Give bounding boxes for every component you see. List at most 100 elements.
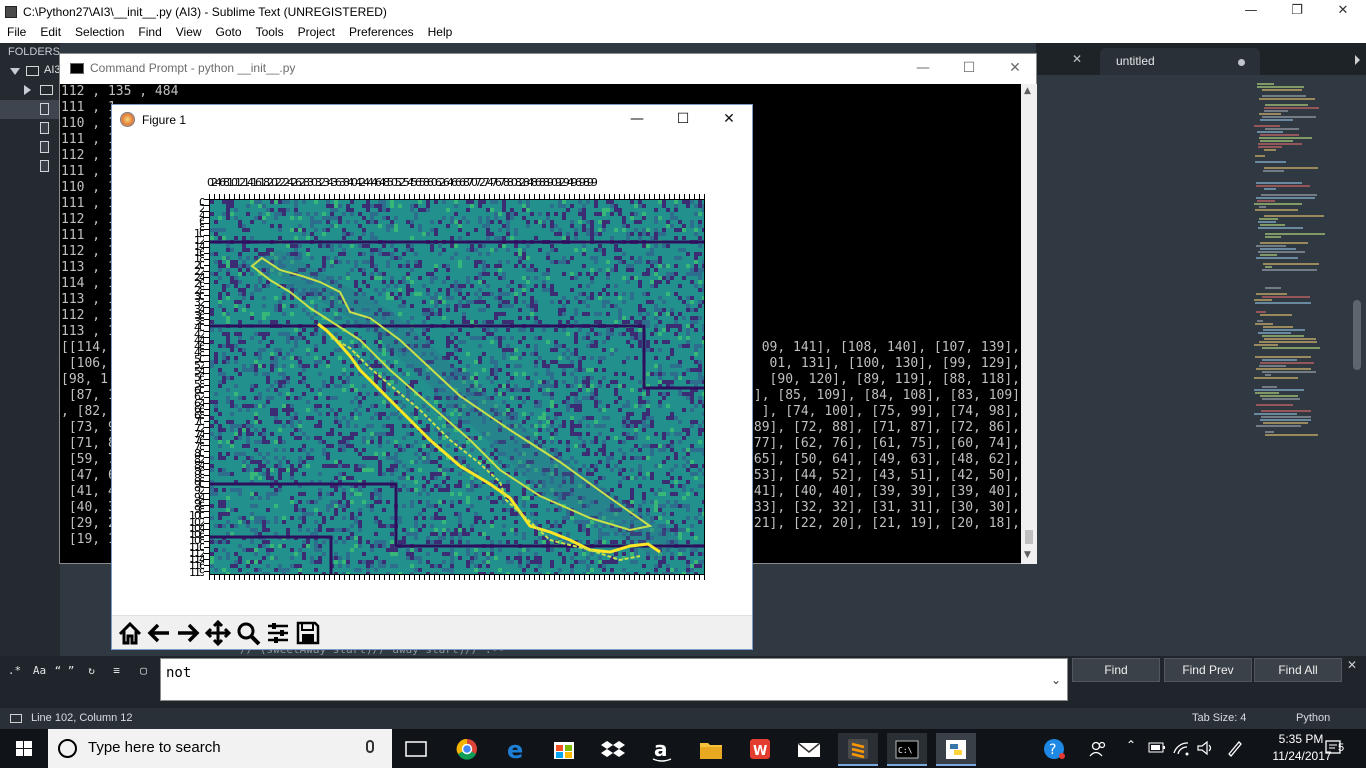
mail-icon[interactable] <box>789 733 829 766</box>
notifications-icon[interactable] <box>1324 739 1344 757</box>
heatmap-cell <box>574 408 578 412</box>
scroll-down-icon[interactable]: ▼ <box>1024 550 1031 560</box>
back-button[interactable] <box>145 619 173 647</box>
unsaved-dot-icon[interactable] <box>1238 59 1245 66</box>
tab-untitled[interactable]: untitled <box>1100 48 1260 75</box>
sidebar-file[interactable] <box>0 138 60 157</box>
editor-area[interactable] <box>1036 75 1366 648</box>
pen-icon[interactable] <box>1226 739 1244 757</box>
wrap-toggle-icon[interactable]: ↻ <box>88 664 95 677</box>
heatmap-cell <box>434 268 438 272</box>
menu-help[interactable]: Help <box>427 25 453 39</box>
taskbar-search[interactable]: Type here to search <box>48 729 392 768</box>
dropbox-icon[interactable] <box>593 733 633 766</box>
figure-canvas[interactable]: 0246810121416182022242628303234363840424… <box>112 135 752 615</box>
clock-time[interactable]: 5:35 PM <box>1278 732 1324 746</box>
heatmap-cell <box>666 568 670 572</box>
task-view-icon[interactable] <box>396 733 436 766</box>
minimize-button[interactable]: — <box>630 111 644 127</box>
panel-toggle-icon[interactable] <box>10 714 22 723</box>
clock-date[interactable]: 11/24/2017 <box>1272 749 1332 763</box>
heatmap-cell <box>398 520 402 524</box>
highlight-matches-icon[interactable]: ▢ <box>140 664 147 677</box>
store-icon[interactable] <box>544 733 584 766</box>
wps-icon[interactable]: W <box>740 733 780 766</box>
minimize-button[interactable]: — <box>916 60 930 76</box>
minimap[interactable] <box>1250 75 1350 455</box>
menu-tools[interactable]: Tools <box>255 25 284 39</box>
heatmap[interactable] <box>209 199 705 575</box>
close-icon[interactable]: ✕ <box>1072 52 1083 66</box>
regex-toggle[interactable]: .* <box>7 664 22 677</box>
find-button[interactable]: Find <box>1072 658 1160 682</box>
menu-edit[interactable]: Edit <box>40 25 62 39</box>
chevron-down-icon[interactable]: ⌄ <box>1050 673 1061 687</box>
configure-subplots-button[interactable] <box>264 619 292 647</box>
volume-icon[interactable] <box>1196 740 1214 756</box>
editor-area-lower[interactable] <box>752 563 1036 648</box>
heatmap-cell <box>410 500 414 504</box>
scrollbar-thumb[interactable] <box>1025 530 1033 544</box>
sidebar-root-folder[interactable]: AI3 <box>0 62 61 81</box>
heatmap-cell <box>398 392 402 396</box>
menu-goto[interactable]: Goto <box>215 25 242 39</box>
microphone-icon[interactable] <box>366 740 374 753</box>
whole-word-toggle[interactable]: “ ” <box>54 664 75 677</box>
chevron-up-icon[interactable]: ⌃ <box>1126 738 1137 752</box>
restore-button[interactable]: ❐ <box>1291 3 1303 18</box>
syntax-selector[interactable]: Python <box>1296 712 1331 724</box>
heatmap-cell <box>662 528 666 532</box>
heatmap-cell <box>258 516 262 520</box>
heatmap-cell <box>562 352 566 356</box>
close-icon[interactable]: ✕ <box>1347 658 1358 672</box>
menu-project[interactable]: Project <box>297 25 335 39</box>
in-selection-icon[interactable]: ≡ <box>113 664 120 677</box>
tab-scroll-right-icon[interactable] <box>1355 55 1360 65</box>
people-icon[interactable] <box>1088 739 1108 759</box>
heatmap-cell <box>242 248 246 252</box>
save-button[interactable] <box>294 619 322 647</box>
menu-preferences[interactable]: Preferences <box>348 25 414 39</box>
zoom-button[interactable] <box>234 619 262 647</box>
menu-view[interactable]: View <box>175 25 202 39</box>
editor-scrollbar[interactable] <box>1353 300 1361 370</box>
close-button[interactable]: ✕ <box>723 111 735 127</box>
sidebar-file-selected[interactable] <box>0 100 60 119</box>
close-button[interactable]: ✕ <box>1337 3 1349 18</box>
help-icon[interactable]: ? <box>1042 737 1066 761</box>
home-button[interactable] <box>116 619 144 647</box>
heatmap-cell <box>650 476 654 480</box>
start-button[interactable] <box>0 729 48 768</box>
maximize-button[interactable]: ☐ <box>676 111 690 127</box>
menu-find[interactable]: Find <box>138 25 162 39</box>
menu-file[interactable]: File <box>7 25 27 39</box>
case-sensitive-toggle[interactable]: Aa <box>32 664 47 677</box>
close-button[interactable]: ✕ <box>1009 60 1021 76</box>
sublime-icon[interactable] <box>838 733 878 766</box>
heatmap-cell <box>498 548 502 552</box>
battery-icon[interactable] <box>1148 741 1166 755</box>
pan-button[interactable] <box>204 619 232 647</box>
amazon-icon[interactable]: a <box>642 733 682 766</box>
find-all-button[interactable]: Find All <box>1254 658 1342 682</box>
cmd-scrollbar[interactable]: ▲ ▼ <box>1021 84 1037 564</box>
maximize-button[interactable]: ☐ <box>962 60 976 76</box>
forward-button[interactable] <box>174 619 202 647</box>
menu-selection[interactable]: Selection <box>75 25 125 39</box>
find-prev-button[interactable]: Find Prev <box>1164 658 1252 682</box>
sidebar-file[interactable] <box>0 157 60 176</box>
figure-window[interactable]: Figure 1 — ☐ ✕ 0246810121416182022242628… <box>111 104 753 650</box>
file-explorer-icon[interactable] <box>691 733 731 766</box>
cmd-icon[interactable]: C:\ <box>887 733 927 766</box>
scroll-up-icon[interactable]: ▲ <box>1024 86 1031 96</box>
find-input[interactable]: not ⌄ <box>160 658 1068 701</box>
python-icon[interactable] <box>936 733 976 766</box>
edge-icon[interactable]: e <box>496 733 536 766</box>
wifi-icon[interactable] <box>1172 739 1190 757</box>
tab-size[interactable]: Tab Size: 4 <box>1192 712 1247 724</box>
heatmap-cell <box>234 456 238 460</box>
sidebar-file[interactable] <box>0 119 60 138</box>
chrome-icon[interactable] <box>447 733 487 766</box>
sidebar-subfolder[interactable] <box>0 81 60 100</box>
minimize-button[interactable]: — <box>1244 3 1258 18</box>
